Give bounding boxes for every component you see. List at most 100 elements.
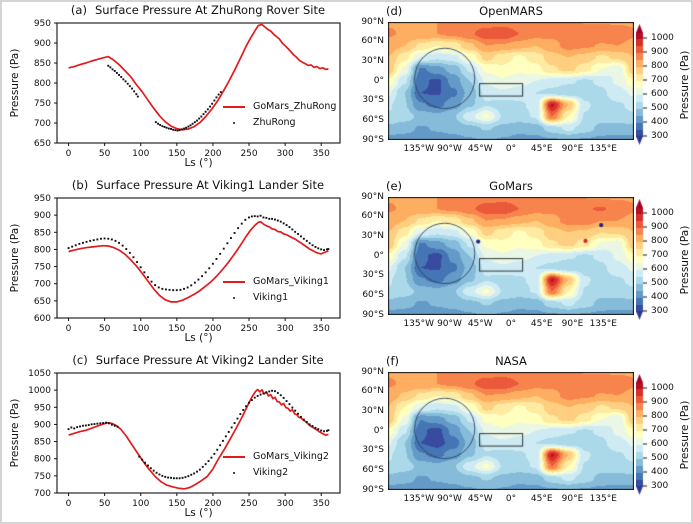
x-axis-label-a: Ls (°) [184,157,213,169]
colorbar-tick-label: 300 [651,130,669,141]
panel-label-a: (a) [70,3,87,17]
panel-label-d: (d) [386,4,403,18]
colorbar-f [636,374,648,496]
x-tick-label: 50 [99,499,111,509]
x-tick-label: 100 [132,499,149,509]
y-tick-label: 900 [34,211,51,221]
y-tick-label: 900 [34,39,51,49]
y-tick-label: 950 [34,403,51,413]
lat-tick-label: 30°N [361,55,384,66]
map-title-f: NASA [495,354,527,368]
colorbar-tick-label: 500 [651,277,669,288]
lon-tick-label: 135°E [589,144,617,154]
colorbar-tick-label: 700 [651,249,669,260]
y-tick-label: 900 [34,420,51,430]
map-title-e: GoMars [489,179,533,193]
y-tick-label: 800 [34,455,51,465]
lon-tick-label: 45°E [530,319,553,329]
colorbar-tick-label: 900 [651,46,669,57]
line-plot-a: 0 50 100 150 200 250 300 350 650 700 750 800 850 900 9… [34,19,341,159]
y-tick-label: 850 [34,228,51,238]
series-line-GoMars_ZhuRong [68,23,329,131]
y-tick-label: 1050 [28,369,51,379]
chart-title-b: (b) Surface Pressure At Viking1 Lander Si… [52,178,344,192]
y-tick-label: 650 [34,297,51,307]
x-tick-label: 300 [277,149,294,159]
y-tick-label: 600 [34,314,51,324]
lon-tick-label: 0° [505,319,517,329]
lat-tick-label: 60°N [361,386,384,397]
colorbar-tick-label: 1000 [651,382,674,393]
y-tick-label: 850 [34,438,51,448]
x-tick-label: 350 [313,149,330,159]
lat-tick-label: 30°S [362,95,384,106]
lat-tick-label: 60°S [362,289,384,300]
y-tick-label: 850 [34,59,51,69]
panel-label-e: (e) [386,179,403,193]
colorbar-tick-label: 600 [651,88,669,99]
lat-tick-label: 60°N [361,211,384,222]
legend-entry-Viking2: Viking2 [222,465,329,481]
legend-label: Viking2 [253,467,289,478]
colorbar-tick-label: 500 [651,102,669,113]
lon-tick-label: 45°E [530,144,553,154]
lon-tick-label: 135°E [589,319,617,329]
legend-label: GoMars_Viking2 [253,451,329,462]
lon-tick-label: 90°W [437,319,462,329]
lat-tick-label: 60°N [361,36,384,47]
colorbar-e [636,199,648,321]
panel-d-openmars-map: (d) OpenMARS 90°N 60°N 30°N 0° 30°S 60°S 90°S … [348,2,691,176]
x-tick-label: 200 [204,499,221,509]
lon-tick-label: 90°E [561,144,584,154]
lat-tick-label: 60°S [362,464,384,475]
colorbar-tick-label: 800 [651,60,669,71]
line-plot-c: 0 50 100 150 200 250 300 350 700 750 800 850 900 950 1… [28,369,341,509]
series-scatter-Viking2 [67,389,330,480]
legend-line-swatch [223,281,245,283]
panel-a-zhurong-chart: 0 50 100 150 200 250 300 350 650 700 750 800 850 900 9… [2,2,348,176]
chart-title-a: (a) Surface Pressure At ZhuRong Rover Sit… [52,3,344,17]
colorbar-tick-label: 600 [651,263,669,274]
y-tick-label: 700 [34,119,51,129]
lon-tick-label: 90°E [561,319,584,329]
y-axis-label-b: Pressure (Pa) [9,223,21,293]
panel-label-b: (b) [71,178,89,192]
colorbar-tick-label: 400 [651,116,669,127]
lon-tick-label: 0° [505,494,517,504]
legend-entry-Viking1: Viking1 [222,290,329,306]
lon-tick-label: 135°E [589,494,617,504]
panel-c-viking2-chart: 0 50 100 150 200 250 300 350 700 750 800 850 900 950 1… [2,352,348,522]
colorbar-tick-label: 300 [651,305,669,316]
colorbar-tick-label: 600 [651,438,669,449]
lat-tick-label: 30°S [362,445,384,456]
x-tick-label: 50 [99,149,111,159]
chart-title-text-a: Surface Pressure At ZhuRong Rover Site [94,3,326,17]
lat-tick-label: 30°S [362,270,384,281]
colorbar-tick-label: 300 [651,480,669,491]
legend-b: GoMars_Viking1 Viking1 [222,274,329,306]
colorbar-tick-label: 800 [651,410,669,421]
x-tick-label: 0 [66,149,72,159]
lon-tick-label: 135°W [403,144,435,154]
lat-tick-label: 30°N [361,230,384,241]
x-tick-label: 250 [240,499,257,509]
legend-line-swatch [223,456,245,458]
lon-tick-label: 90°W [437,144,462,154]
legend-entry-GoMars_Viking2: GoMars_Viking2 [222,449,329,465]
colorbar-d [636,24,648,146]
y-tick-label: 700 [34,280,51,290]
x-axis-label-c: Ls (°) [184,507,213,519]
colorbar-tick-label: 1000 [651,32,674,43]
x-tick-label: 150 [168,499,185,509]
lat-tick-label: 90°S [362,309,384,320]
lon-tick-label: 45°W [467,144,493,154]
lon-tick-label: 45°W [467,494,493,504]
colorbar-tick-label: 400 [651,291,669,302]
series-scatter-Viking1 [67,214,330,292]
legend-label: ZhuRong [253,117,296,128]
panel-label-c: (c) [72,353,88,367]
lat-tick-label: 30°N [361,405,384,416]
chart-title-text-b: Surface Pressure At Viking1 Lander Site [96,178,325,192]
legend-a: GoMars_ZhuRong ZhuRong [222,99,336,131]
